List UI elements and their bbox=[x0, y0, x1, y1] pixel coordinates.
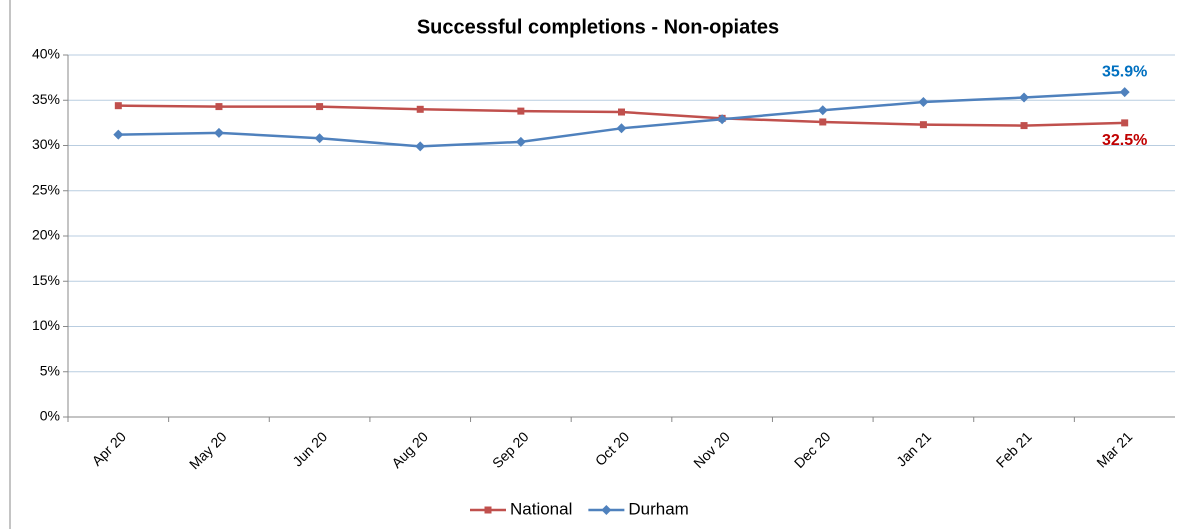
x-tick-label: Feb 21 bbox=[993, 428, 1035, 470]
marker bbox=[1019, 92, 1030, 103]
marker bbox=[717, 114, 728, 125]
y-tick-label: 40% bbox=[32, 46, 60, 62]
marker bbox=[316, 103, 324, 111]
legend-marker bbox=[484, 506, 492, 514]
marker bbox=[616, 123, 627, 134]
marker bbox=[415, 141, 426, 152]
marker bbox=[817, 105, 828, 116]
chart-title: Successful completions - Non-opiates bbox=[417, 16, 779, 38]
legend-label: Durham bbox=[628, 499, 688, 518]
x-tick-label: Oct 20 bbox=[592, 428, 633, 469]
x-tick-label: Apr 20 bbox=[89, 428, 130, 469]
marker bbox=[1121, 119, 1129, 127]
legend-marker bbox=[601, 505, 612, 515]
x-tick-label: Dec 20 bbox=[791, 428, 834, 471]
y-tick-label: 5% bbox=[40, 362, 60, 378]
marker bbox=[213, 127, 224, 138]
marker bbox=[819, 118, 827, 126]
legend-label: National bbox=[510, 499, 572, 518]
data-label: 35.9% bbox=[1102, 63, 1147, 80]
x-tick-label: Nov 20 bbox=[690, 428, 733, 471]
x-tick-label: Jan 21 bbox=[893, 428, 934, 469]
data-label: 32.5% bbox=[1102, 132, 1147, 149]
marker bbox=[113, 129, 124, 140]
y-tick-label: 15% bbox=[32, 272, 60, 288]
marker bbox=[1020, 122, 1028, 130]
marker bbox=[618, 108, 625, 116]
marker bbox=[1119, 87, 1130, 98]
y-tick-label: 30% bbox=[32, 136, 60, 152]
marker bbox=[416, 105, 424, 113]
x-tick-label: Aug 20 bbox=[388, 428, 431, 471]
marker bbox=[517, 107, 525, 115]
x-tick-label: Sep 20 bbox=[489, 428, 532, 471]
y-tick-label: 25% bbox=[32, 181, 60, 197]
y-tick-label: 10% bbox=[32, 317, 60, 333]
y-tick-label: 20% bbox=[32, 227, 60, 243]
y-tick-label: 0% bbox=[40, 408, 60, 424]
marker bbox=[114, 102, 122, 110]
marker bbox=[314, 133, 325, 144]
marker bbox=[918, 97, 929, 108]
marker bbox=[919, 121, 927, 129]
x-tick-label: Jun 20 bbox=[289, 428, 330, 469]
y-tick-label: 35% bbox=[32, 91, 60, 107]
x-tick-label: Mar 21 bbox=[1093, 428, 1135, 470]
x-tick-label: May 20 bbox=[186, 428, 230, 472]
marker bbox=[515, 136, 526, 147]
marker bbox=[215, 103, 223, 111]
